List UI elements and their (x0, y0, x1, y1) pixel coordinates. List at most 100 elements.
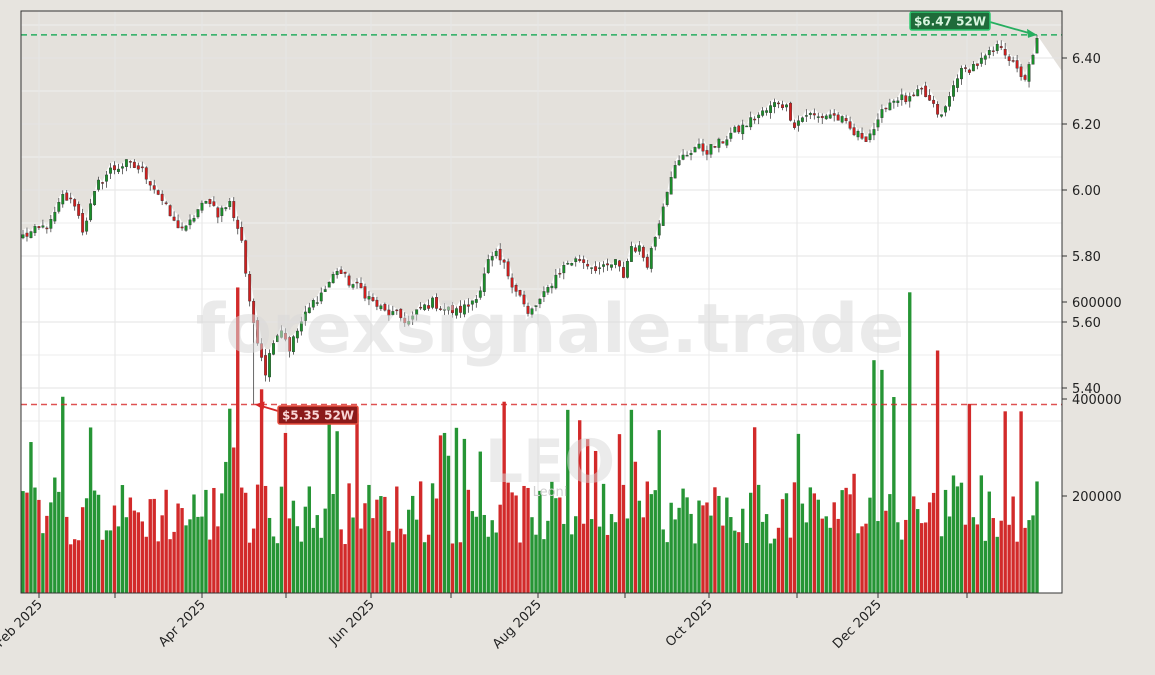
volume-bar (232, 447, 236, 593)
volume-bar (999, 520, 1003, 593)
volume-bar (275, 543, 280, 593)
volume-bar (120, 485, 125, 593)
candle-body (693, 147, 697, 153)
volume-bar (884, 510, 888, 593)
volume-bar (677, 507, 681, 593)
candle-body (598, 267, 602, 269)
52w-lines: $6.47 52W $5.35 52W (21, 11, 1062, 425)
volume-bar (116, 526, 121, 593)
volume-bar (1019, 411, 1023, 593)
candle-body (371, 297, 375, 301)
candle-body (339, 269, 343, 274)
volume-bar (717, 495, 721, 593)
low-52w-label: $5.35 52W (282, 409, 354, 423)
candle-body (900, 94, 904, 101)
candle-body (729, 132, 733, 139)
volume-bar (482, 514, 486, 593)
candle-body (852, 127, 856, 136)
candle-body (602, 264, 606, 267)
volume-bar (37, 499, 41, 593)
volume-tick-label: 600000 (1072, 296, 1122, 311)
volume-bar (1027, 520, 1031, 593)
candle-body (355, 281, 359, 284)
volume-bar (665, 542, 669, 593)
candle-body (677, 160, 681, 166)
candle-body (443, 309, 446, 311)
volume-bar (872, 360, 876, 593)
candle-body (224, 207, 228, 210)
candle-body (753, 118, 757, 121)
candle-body (991, 50, 995, 52)
volume-bar (589, 519, 594, 593)
candle-body (546, 287, 550, 293)
candle-body (113, 165, 116, 171)
candle-body (160, 193, 164, 201)
volume-bar (411, 495, 415, 593)
volume-bar (713, 487, 717, 593)
candle-body (136, 165, 140, 170)
volume-bar (156, 541, 160, 593)
candle-body (248, 274, 252, 302)
volume-bar (975, 524, 980, 593)
candle-body (81, 213, 85, 233)
volume-bar (355, 413, 359, 593)
candle-body (952, 85, 955, 97)
candle-body (256, 320, 260, 344)
candle-body (705, 150, 709, 155)
volume-bar (450, 543, 455, 593)
volume-bar (868, 497, 872, 593)
candle-body (478, 290, 482, 298)
volume-bar (808, 487, 813, 593)
volume-bar (904, 519, 908, 593)
candle-body (975, 63, 979, 66)
candle-body (685, 154, 689, 157)
volume-bar (144, 536, 148, 593)
volume-bar (796, 433, 801, 593)
volume-bar (399, 528, 403, 593)
high-52w-label-box (909, 11, 991, 31)
candle-body (61, 194, 65, 205)
symbol-name-watermark: Leoni (533, 485, 568, 500)
volume-tick-label: 200000 (1072, 490, 1122, 505)
candle-body (1031, 55, 1035, 65)
candle-body (458, 305, 462, 313)
volume-bar (92, 490, 97, 593)
candle-body (777, 102, 780, 105)
volume-bar (633, 461, 638, 593)
candle-body (908, 96, 912, 102)
candle-body (987, 50, 991, 56)
candle-body (661, 206, 665, 226)
volume-bar (526, 487, 530, 593)
candle-body (570, 263, 574, 266)
volume-bar (570, 534, 574, 593)
candle-body (856, 130, 860, 138)
candle-body (240, 227, 244, 241)
volume-bar (641, 517, 646, 593)
candle-body (264, 355, 267, 376)
volume-bar (912, 496, 916, 593)
candle-body (482, 273, 486, 292)
volume-bar (931, 492, 936, 593)
volume-bar (69, 544, 73, 593)
candle-body (1035, 38, 1039, 54)
volume-bar (745, 543, 749, 593)
candle-body (944, 106, 947, 113)
candle-body (796, 120, 800, 126)
volume-bar (923, 522, 928, 593)
volume-bar (180, 508, 184, 593)
volume-bar (1035, 481, 1039, 593)
volume-bar (458, 542, 463, 593)
candle-body (538, 298, 542, 305)
volume-bar (927, 502, 932, 593)
candle-body (737, 125, 741, 133)
volume-bar (446, 455, 451, 593)
candle-body (419, 306, 423, 309)
volume-bar (609, 514, 614, 593)
volume-bar (323, 508, 327, 593)
volume-bar (454, 427, 459, 593)
volume-axis: 200000 400000 600000 (1062, 296, 1122, 505)
volume-bar (705, 502, 709, 593)
candle-body (793, 122, 796, 128)
volume-bar (247, 542, 252, 593)
volume-bar (880, 369, 884, 593)
